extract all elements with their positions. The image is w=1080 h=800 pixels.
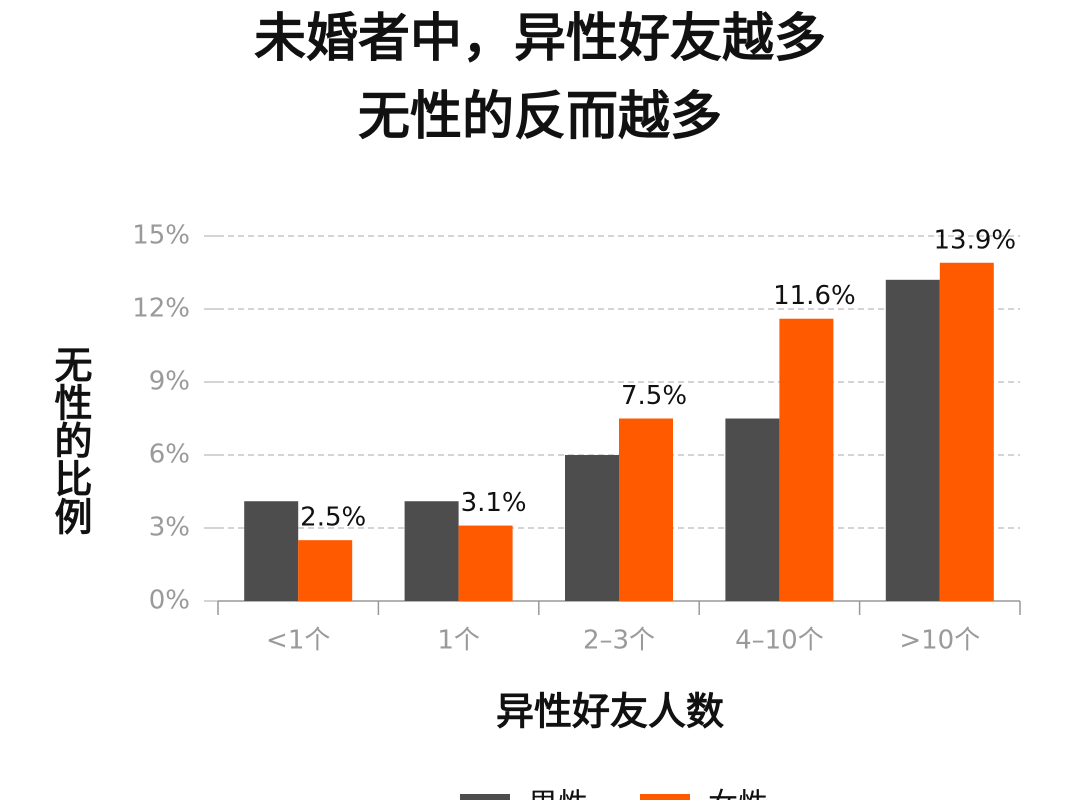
legend-label: 女性 [708,788,768,800]
bar [885,279,940,601]
x-tick-label: <1个 [266,626,330,656]
legend-swatch [460,794,510,800]
chart-title: 未婚者中，异性好友越多 [254,9,826,69]
y-tick-label: 3% [149,513,190,543]
x-axis-title: 异性好友人数 [496,690,724,734]
legend-label: 男性 [528,788,588,800]
bar [725,418,780,601]
y-tick-label: 6% [149,440,190,470]
bar [458,525,513,601]
y-axis-title: 无性的比例 [48,345,92,535]
y-tick-label: 15% [132,221,190,251]
x-tick-label: 4–10个 [735,626,824,656]
bar [619,418,673,601]
bar [244,501,299,601]
y-tick-label: 0% [149,586,190,616]
x-tick-label: >10个 [899,626,980,656]
x-tick-label: 1个 [437,626,480,656]
bar [779,318,834,601]
x-tick-label: 2–3个 [583,626,655,656]
value-label: 3.1% [461,488,527,518]
y-tick-label: 12% [132,294,190,324]
legend-swatch [640,794,690,800]
chart-title: 无性的反而越多 [358,87,722,147]
value-label: 2.5% [300,503,366,533]
bar [939,262,994,601]
value-label: 13.9% [933,225,1016,255]
value-label: 7.5% [621,381,687,411]
bar [404,501,459,601]
bar [565,455,619,601]
bar [298,540,353,601]
value-label: 11.6% [773,281,856,311]
y-tick-label: 9% [149,367,190,397]
